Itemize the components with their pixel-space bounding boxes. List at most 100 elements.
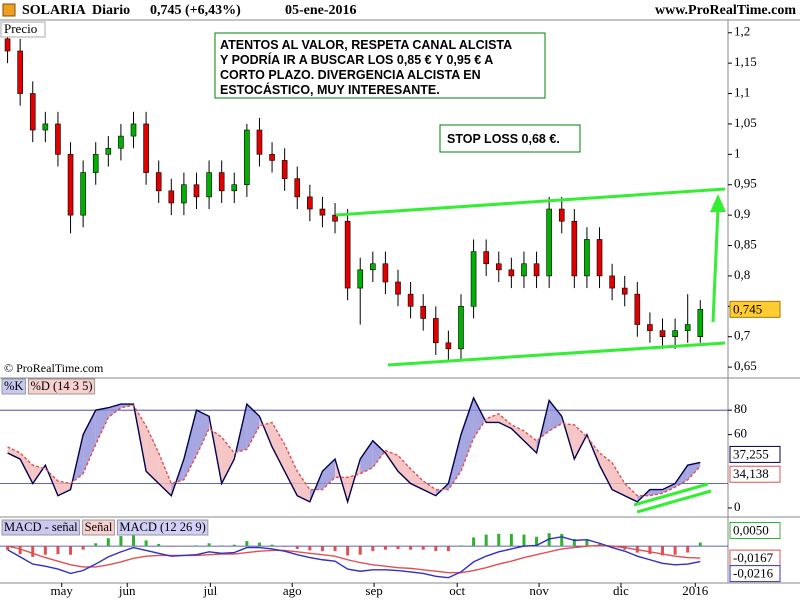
y-tick-label: 1,05 [734,115,757,130]
candle-body [206,172,212,198]
fill-between [486,413,499,423]
fill-between [322,459,336,490]
histogram-bar [194,545,198,547]
x-tick-label: nov [529,583,549,598]
candle-body [596,239,603,277]
fill-between [272,422,285,472]
fill-between [57,481,71,496]
legend-label: MACD (12 26 9) [119,520,205,534]
annotation-box [439,124,581,153]
candle-body [458,306,464,350]
x-tick-label: jul [202,583,217,598]
histogram-bar [106,538,110,547]
candle-body [470,251,477,307]
histogram-bar [31,546,35,557]
histogram-bar [497,533,501,547]
candle-body [55,123,61,155]
histogram-bar [535,536,539,547]
fill-between [574,424,587,460]
candle-body [130,123,137,137]
candle-body [193,184,200,198]
fill-between [158,452,172,496]
last-value-label: 37,255 [733,446,769,461]
divergence-line [636,489,712,514]
histogram-bar [409,546,413,550]
annotation-text: STOP LOSS 0,68 €. [447,132,560,146]
histogram-bar [43,546,47,555]
histogram-bar [383,546,387,550]
candle-body [344,220,351,289]
x-tick-label: ago [283,583,302,598]
site: www.ProRealTime.com [655,3,796,18]
x-tick-label: dic [613,583,629,598]
histogram-bar [270,544,274,547]
histogram-bar [585,539,589,547]
histogram-bar [119,536,123,547]
y-tick-label: 1,1 [734,85,750,100]
legend-box [1,378,26,395]
last-value-box [729,522,781,540]
y-tick-label: 0,9 [734,206,750,221]
annotation-text: CORTO PLAZO. DIVERGENCIA ALCISTA EN [220,68,481,82]
histogram-bar [56,546,60,555]
x-tick-label: sep [365,583,382,598]
histogram-bar [434,546,438,552]
candle-body [558,208,565,222]
candle-body [168,190,175,204]
histogram-bar [396,546,400,549]
candle-body [370,263,376,271]
fill-between [649,489,663,496]
legend-label: MACD - señal [4,520,78,534]
histogram-bar [446,546,450,552]
fill-between [423,481,436,496]
candle-body [17,50,23,94]
legend-box [1,519,81,536]
y-tick-label: 0,7 [734,328,751,343]
candle-body [621,287,628,295]
trend-line [387,341,726,367]
candle-body [684,324,691,331]
arrow-shaft [711,207,720,323]
x-tick-label: oct [449,583,465,598]
candle-body [155,172,162,192]
fill-between [599,452,613,490]
fill-between [7,446,21,460]
candle-body [67,154,74,216]
copyright: © ProRealTime.com [4,361,104,375]
logo-icon [2,3,16,17]
candle-body [92,154,99,173]
candle-body [508,269,515,277]
histogram-bar [560,533,564,547]
candle-body [407,293,414,307]
fill-between [95,407,109,445]
fill-between [183,410,197,480]
y-tick-label: 0,85 [734,237,757,252]
histogram-bar [698,542,702,547]
candle-body [256,129,263,155]
candle-body [609,275,615,289]
histogram-bar [421,546,425,550]
histogram-bar [257,542,261,547]
histogram-bar [522,534,526,547]
last-value-box [729,300,781,318]
fill-between [146,426,159,484]
histogram-bar [648,546,652,555]
fill-between [612,462,625,496]
histogram-bar [18,546,22,555]
fill-between [460,397,474,472]
histogram-bar [144,540,148,547]
candle-body [357,269,364,289]
fill-between [246,404,260,450]
last-value-label: 0,745 [733,301,762,316]
histogram-bar [661,546,665,556]
candle-body [332,214,338,222]
fill-between [549,400,562,431]
candle-body [181,184,187,204]
candle-body [382,263,389,283]
histogram-bar [81,546,85,550]
candle-body [269,154,275,161]
period: Diario [92,3,130,18]
histogram-bar [686,546,690,553]
